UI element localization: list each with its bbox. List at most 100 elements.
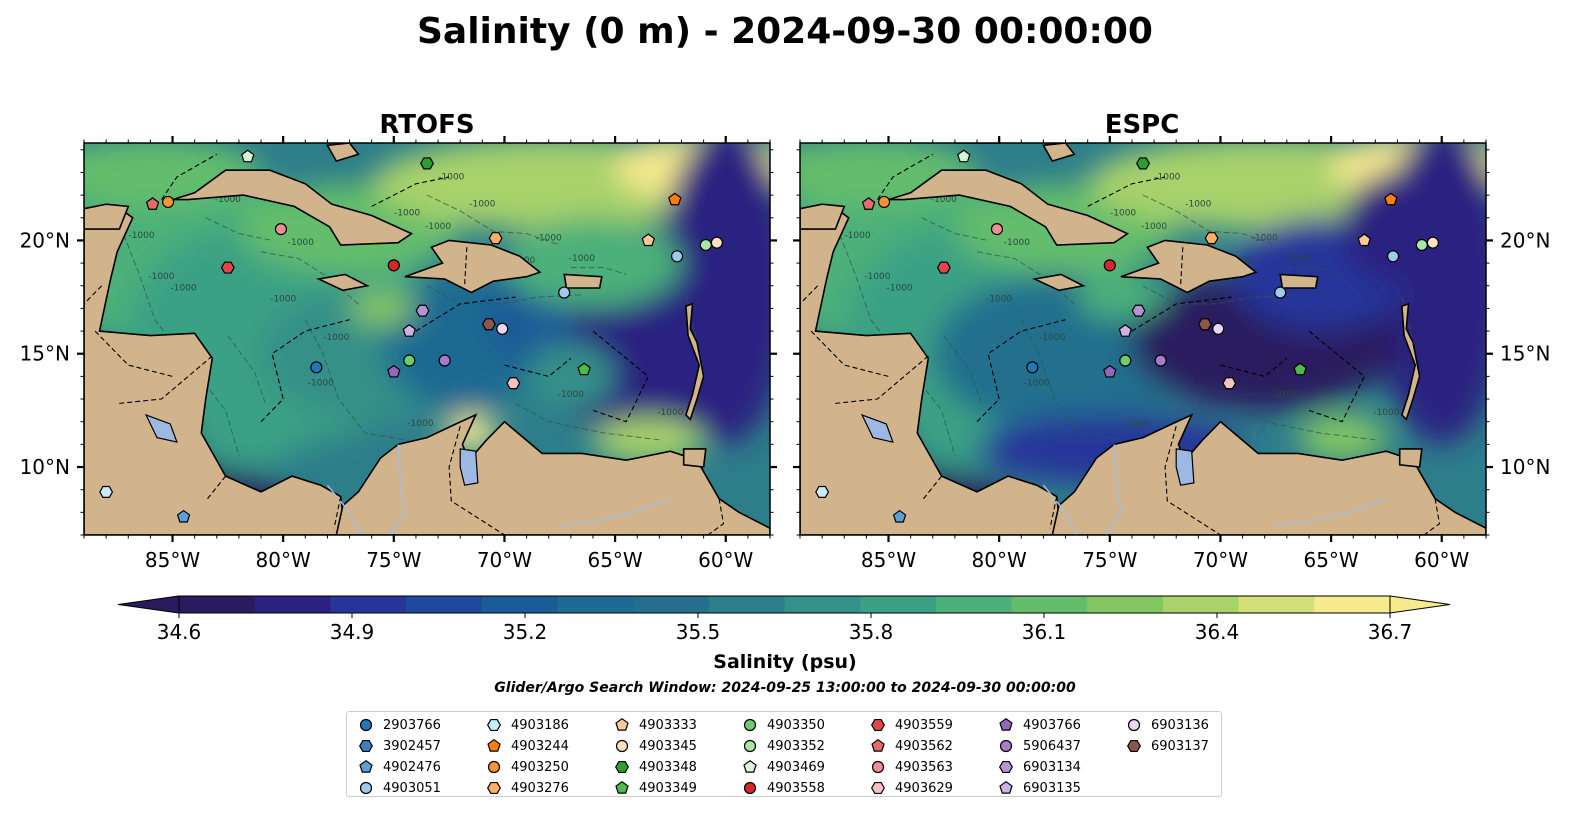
salinity-patch xyxy=(526,342,616,411)
colorbar-segment xyxy=(254,596,331,613)
legend-marker xyxy=(615,717,629,731)
border-line xyxy=(800,285,819,305)
map-frame xyxy=(799,142,1487,536)
border-line xyxy=(833,355,929,405)
legend-label: 4903345 xyxy=(639,738,697,754)
legend-item: 4903352 xyxy=(741,736,825,756)
float-marker-4903766 xyxy=(1103,364,1117,378)
legend-marker-icon xyxy=(999,780,1013,794)
legend-label: 4902476 xyxy=(383,759,441,775)
land-yucatan xyxy=(800,203,846,230)
legend-marker-icon xyxy=(999,717,1013,731)
legend-marker-icon xyxy=(487,781,501,795)
isobath-label: -1000 xyxy=(288,238,314,248)
border-line xyxy=(415,296,516,332)
salinity-patch xyxy=(592,417,704,463)
isobath-line xyxy=(515,403,660,441)
legend-item: 4903244 xyxy=(485,736,569,756)
land-hispaniola xyxy=(1120,239,1258,294)
isobath-label: -1000 xyxy=(425,222,451,232)
border-line xyxy=(448,426,505,535)
float-marker-4903629 xyxy=(506,377,521,390)
float-marker-6903137 xyxy=(1197,318,1212,331)
legend-marker-icon xyxy=(615,717,629,731)
colorbar-tick-label: 36.1 xyxy=(1022,620,1067,644)
legend-label: 4903349 xyxy=(639,780,697,796)
float-marker-4903333 xyxy=(1357,233,1371,247)
float-marker-6903137 xyxy=(481,318,496,331)
land-trinidad xyxy=(682,448,707,468)
legend-item: 6903135 xyxy=(997,778,1081,798)
legend-marker xyxy=(999,780,1013,794)
colorbar-segment xyxy=(1238,596,1315,613)
float-marker-4903629 xyxy=(1222,377,1237,390)
border-line xyxy=(333,496,342,529)
legend-marker-icon xyxy=(359,759,373,773)
float-legend: 2903766 3902457 4902476 4903051 4903186 49032… xyxy=(346,711,1222,797)
isobath-label: -1000 xyxy=(270,295,296,305)
legend-marker xyxy=(487,718,501,732)
legend-marker xyxy=(871,738,885,752)
lon-tick-label: 70°W xyxy=(1193,548,1248,572)
lon-tick-label: 85°W xyxy=(861,548,916,572)
isobath-line xyxy=(1142,194,1276,246)
float-marker-2903766 xyxy=(1026,361,1039,374)
land-south-america xyxy=(1051,413,1486,535)
isobath-label: -1000 xyxy=(407,419,433,429)
float-marker-4903469 xyxy=(957,149,971,163)
legend-marker-icon xyxy=(871,738,885,752)
legend-label: 4903559 xyxy=(895,717,953,733)
float-marker-5906437 xyxy=(438,354,451,367)
float-marker-4903186 xyxy=(99,485,114,498)
colorbar-tick-label: 35.5 xyxy=(676,620,721,644)
legend-marker xyxy=(999,739,1013,753)
legend-marker xyxy=(1127,718,1141,732)
land-jamaica xyxy=(1031,273,1086,292)
colorbar-extend-low xyxy=(117,595,180,614)
legend-label: 4903766 xyxy=(1023,717,1081,733)
isobath-line xyxy=(304,319,405,441)
isobath-line xyxy=(260,251,361,307)
legend-marker-icon xyxy=(743,718,757,732)
panel-title-espc: ESPC xyxy=(1105,110,1180,140)
legend-label: 6903136 xyxy=(1151,717,1209,733)
legend-marker-icon xyxy=(999,739,1013,753)
isobath-label: -1000 xyxy=(887,283,913,293)
legend-label: 4903348 xyxy=(639,759,697,775)
float-marker-4903250 xyxy=(161,195,175,209)
land-bahamas xyxy=(1042,143,1076,163)
land-cuba xyxy=(172,169,414,246)
legend-item: 6903137 xyxy=(1125,736,1209,756)
float-marker-4902476 xyxy=(176,509,191,523)
isobath-label: -1000 xyxy=(1252,233,1278,243)
float-marker-4903469 xyxy=(241,149,255,163)
salinity-patch xyxy=(349,290,416,327)
lat-tick-label: 15°N xyxy=(1500,342,1550,366)
lon-tick-label: 60°W xyxy=(1414,548,1469,572)
legend-item: 3902457 xyxy=(357,736,441,756)
land-puerto-rico xyxy=(563,273,603,289)
lake xyxy=(1175,448,1195,486)
float-marker-4903563 xyxy=(990,223,1004,236)
border-line xyxy=(371,176,450,207)
lake xyxy=(144,413,178,443)
isobath-line xyxy=(426,194,560,246)
float-marker-5906437 xyxy=(1154,354,1167,367)
float-marker-4903333 xyxy=(641,233,655,247)
isobath-label: -1000 xyxy=(536,233,562,243)
legend-label: 4903244 xyxy=(511,738,569,754)
isobath-line xyxy=(921,217,989,241)
legend-marker-icon xyxy=(487,738,501,752)
colorbar-segment xyxy=(330,596,407,613)
isobath-label: -1000 xyxy=(1185,199,1211,209)
isobath-label: -1000 xyxy=(558,390,584,400)
legend-label: 2903766 xyxy=(383,717,441,733)
border-line xyxy=(1164,426,1221,535)
legend-label: 4903276 xyxy=(511,780,569,796)
river xyxy=(1275,497,1387,527)
float-marker-4903562 xyxy=(861,197,876,210)
colorbar-segment xyxy=(481,596,559,613)
legend-item: 4903186 xyxy=(485,715,569,735)
isobath-label: -1000 xyxy=(1373,408,1399,418)
lon-tick-label: 60°W xyxy=(698,548,753,572)
